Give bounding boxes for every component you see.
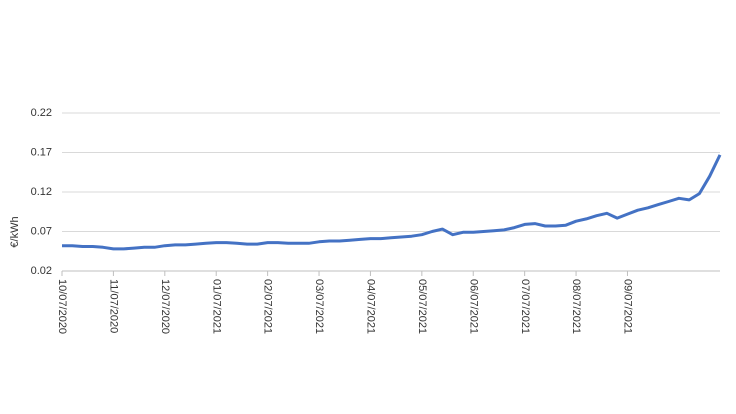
y-axis-label: €/kWh <box>9 216 21 247</box>
x-tick-label: 06/07/2021 <box>467 279 479 334</box>
x-tick-label: 04/07/2021 <box>365 279 377 334</box>
x-tick-label: 08/07/2021 <box>570 279 582 334</box>
x-tick-label: 07/07/2021 <box>519 279 531 334</box>
x-tick-label: 05/07/2021 <box>416 279 428 334</box>
x-tick-label: 02/07/2021 <box>262 279 274 334</box>
x-tick-label: 12/07/2020 <box>159 279 171 334</box>
y-tick-label: 0.17 <box>31 146 52 158</box>
x-tick-label: 11/07/2020 <box>108 279 120 333</box>
data-line <box>62 154 722 251</box>
x-tick-label: 09/07/2021 <box>622 279 634 334</box>
y-tick-label: 0.22 <box>31 107 52 119</box>
y-tick-label: 0.07 <box>31 225 52 237</box>
y-tick-label: 0.12 <box>31 186 52 198</box>
x-tick-label: 10/07/2020 <box>56 279 68 334</box>
x-tick-label: 01/07/2021 <box>210 279 222 334</box>
x-tick-label: 03/07/2021 <box>313 279 325 334</box>
y-tick-label: 0.02 <box>31 265 52 277</box>
